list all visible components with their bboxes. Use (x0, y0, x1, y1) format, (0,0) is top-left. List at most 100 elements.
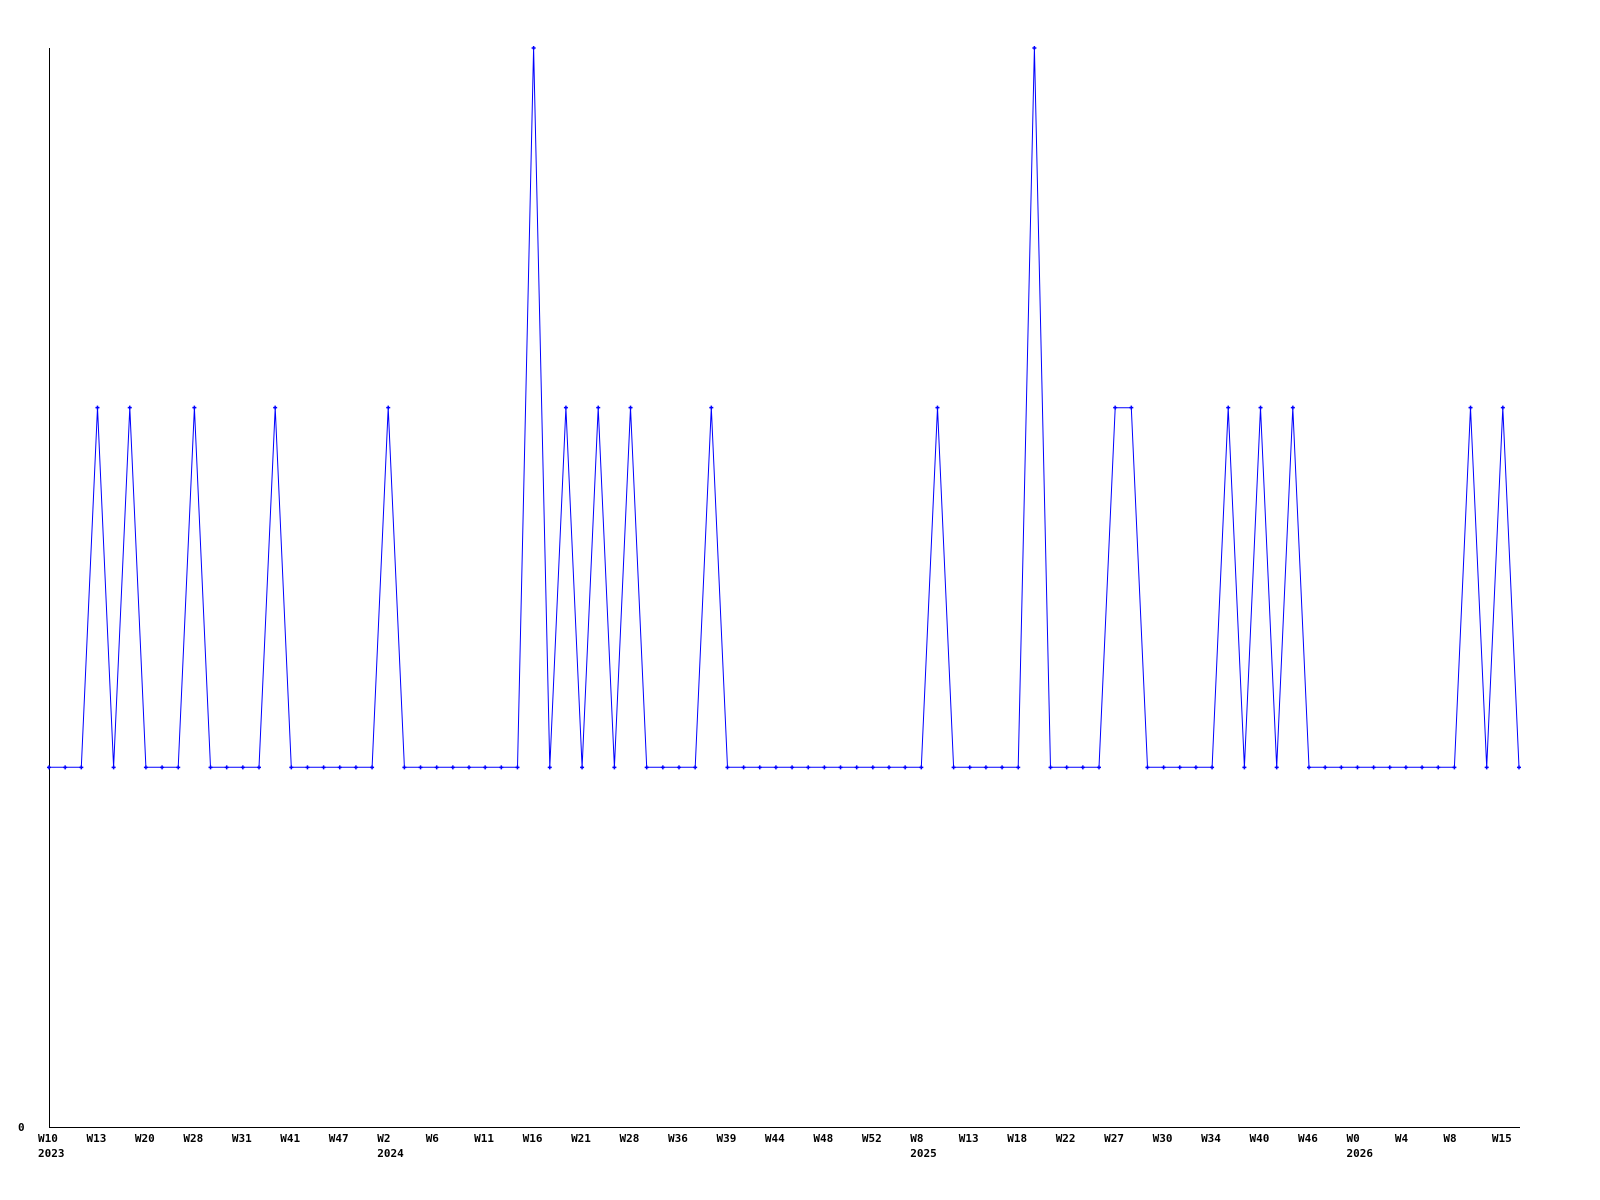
data-point (1484, 765, 1489, 770)
x-tick-label: W13 (959, 1132, 979, 1145)
x-tick-label: W28 (183, 1132, 203, 1145)
x-tick-label: W44 (765, 1132, 785, 1145)
x-tick-label: W15 (1492, 1132, 1512, 1145)
data-point (337, 765, 342, 770)
data-point (773, 765, 778, 770)
x-tick-label: W48 (813, 1132, 833, 1145)
x-tick-label: W46 (1298, 1132, 1318, 1145)
data-point (192, 405, 197, 410)
data-point (467, 765, 471, 770)
x-tick-label: W22 (1056, 1132, 1076, 1145)
x-tick-label: W10 (38, 1132, 58, 1145)
data-point (951, 765, 956, 770)
data-point (208, 765, 213, 770)
data-point (402, 765, 407, 770)
data-point (1339, 765, 1344, 770)
data-point (677, 765, 681, 770)
data-point (709, 405, 714, 410)
data-point (919, 765, 924, 770)
data-point (967, 765, 972, 770)
data-point (418, 765, 423, 770)
data-point (547, 765, 552, 770)
x-tick-label: W39 (716, 1132, 736, 1145)
x-tick-label: W28 (620, 1132, 640, 1145)
data-point (176, 765, 181, 770)
data-point (273, 405, 278, 410)
data-point (693, 765, 698, 770)
x-tick-label: W40 (1250, 1132, 1270, 1145)
data-point (1161, 765, 1166, 770)
data-point (1355, 765, 1360, 770)
x-year-label: 2026 (1346, 1147, 1373, 1160)
data-point (1371, 765, 1376, 770)
x-year-label: 2024 (377, 1147, 404, 1160)
data-point (822, 765, 827, 770)
data-point (790, 765, 795, 770)
data-point (1258, 405, 1263, 410)
x-year-label: 2023 (38, 1147, 65, 1160)
data-point (1468, 405, 1473, 410)
data-point (289, 765, 294, 770)
data-point (1177, 765, 1182, 770)
data-point (47, 765, 51, 770)
data-point (515, 765, 520, 770)
data-point (111, 765, 116, 770)
data-point (224, 765, 229, 770)
x-tick-label: W8 (1443, 1132, 1456, 1145)
x-tick-label: W34 (1201, 1132, 1221, 1145)
data-point (95, 405, 100, 410)
x-year-label: 2025 (910, 1147, 937, 1160)
data-point (1452, 765, 1457, 770)
data-point (1080, 765, 1085, 770)
data-point (628, 405, 633, 410)
data-point (596, 405, 601, 410)
x-tick-label: W20 (135, 1132, 155, 1145)
data-point (1210, 765, 1215, 770)
data-point (983, 765, 988, 770)
data-point (1517, 765, 1521, 770)
data-point (1436, 765, 1441, 770)
x-tick-label: W2 (377, 1132, 390, 1145)
data-point (854, 765, 859, 770)
data-point (1323, 765, 1328, 770)
data-point (499, 765, 504, 770)
x-tick-label: W0 (1346, 1132, 1359, 1145)
x-tick-label: W16 (523, 1132, 543, 1145)
x-tick-label: W31 (232, 1132, 252, 1145)
data-point (1226, 405, 1231, 410)
data-point (434, 765, 439, 770)
data-point (353, 765, 358, 770)
data-point (143, 765, 148, 770)
data-point (725, 765, 730, 770)
data-point (612, 765, 617, 770)
data-point (321, 765, 326, 770)
data-point (257, 765, 261, 770)
data-point (563, 405, 568, 410)
data-point (757, 765, 762, 770)
data-point (1274, 765, 1279, 770)
x-tick-label: W36 (668, 1132, 688, 1145)
x-tick-label: W11 (474, 1132, 494, 1145)
data-point (903, 765, 908, 770)
x-tick-label: W6 (426, 1132, 440, 1145)
data-point (1113, 405, 1118, 410)
data-point (1307, 765, 1311, 770)
series (47, 46, 1521, 770)
x-tick-label: W41 (280, 1132, 300, 1145)
data-point (1403, 765, 1408, 770)
data-point (660, 765, 665, 770)
data-point (450, 765, 455, 770)
data-point (1016, 765, 1021, 770)
data-point (870, 765, 875, 770)
x-tick-label: W27 (1104, 1132, 1124, 1145)
data-point (160, 765, 165, 770)
x-tick-label: W4 (1395, 1132, 1409, 1145)
data-point (806, 765, 811, 770)
data-point (1500, 405, 1505, 410)
axes: 0 (18, 48, 1520, 1134)
x-tick-label: W8 (910, 1132, 923, 1145)
x-tick-label: W52 (862, 1132, 882, 1145)
x-tick-label: W18 (1007, 1132, 1027, 1145)
x-tick-label: W21 (571, 1132, 591, 1145)
